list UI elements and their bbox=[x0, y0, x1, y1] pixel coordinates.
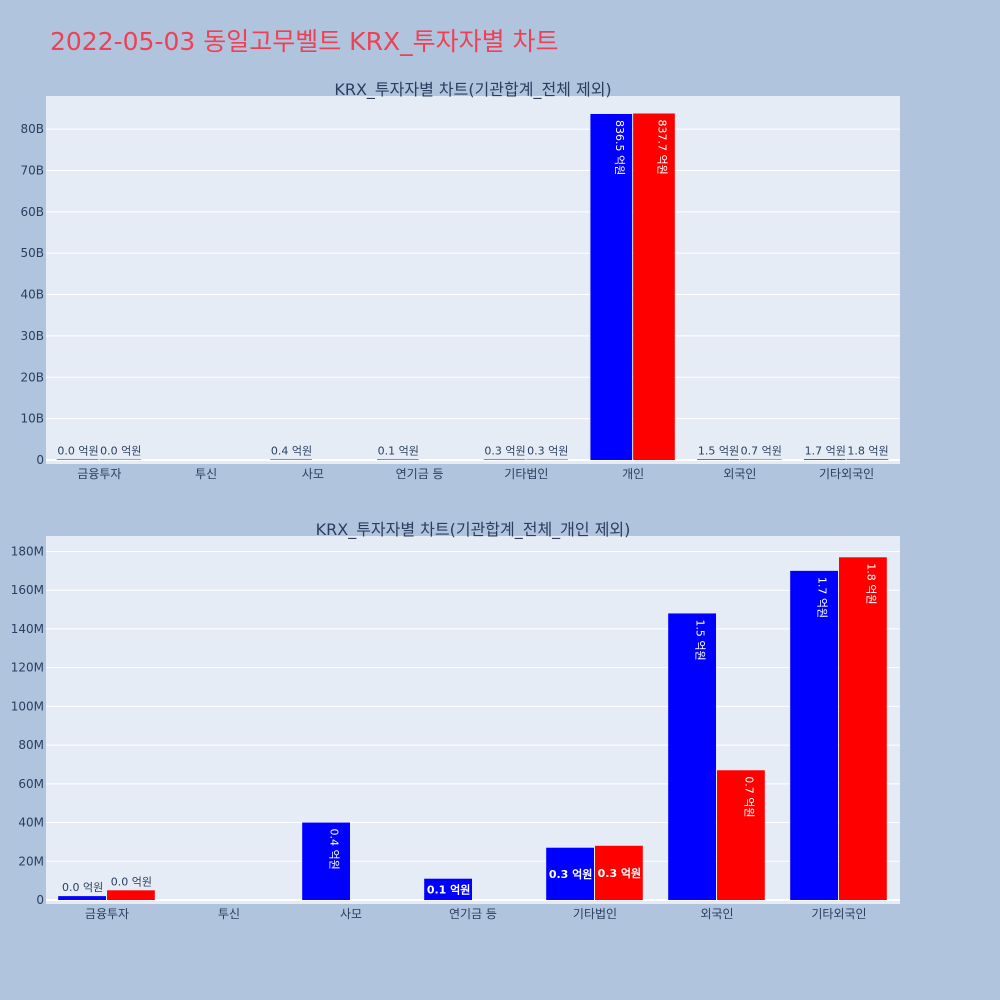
y-tick-label: 140M bbox=[11, 622, 44, 636]
x-tick-label: 기타법인 bbox=[573, 907, 617, 921]
x-tick-label: 투신 bbox=[218, 907, 240, 921]
y-tick-label: 30B bbox=[20, 329, 44, 343]
bar-label: 0.4 억원 bbox=[328, 829, 341, 870]
x-tick-label: 기타외국인 bbox=[819, 467, 874, 481]
y-tick-label: 20M bbox=[18, 854, 44, 868]
bar-label: 0.3 억원 bbox=[549, 867, 593, 881]
x-tick-label: 외국인 bbox=[723, 467, 756, 481]
bar-label: 0.0 억원 bbox=[57, 445, 98, 458]
x-tick-label: 투신 bbox=[195, 467, 217, 481]
x-tick-label: 금융투자 bbox=[77, 467, 121, 481]
bar bbox=[107, 890, 155, 900]
bar-label: 0.4 억원 bbox=[271, 445, 312, 458]
bar bbox=[803, 459, 846, 460]
bar bbox=[99, 459, 142, 460]
bar bbox=[526, 459, 569, 460]
bar-label: 1.5 억원 bbox=[694, 619, 707, 660]
bar-label: 0.1 억원 bbox=[378, 445, 419, 458]
x-tick-label: 금융투자 bbox=[85, 907, 129, 921]
bar-label: 0.7 억원 bbox=[742, 776, 755, 817]
plot-area bbox=[46, 536, 900, 904]
y-tick-label: 180M bbox=[11, 544, 44, 558]
bar bbox=[846, 459, 889, 460]
x-tick-label: 외국인 bbox=[700, 907, 733, 921]
x-tick-label: 사모 bbox=[340, 907, 362, 921]
bar-label: 1.8 억원 bbox=[864, 563, 877, 604]
x-tick-label: 개인 bbox=[622, 467, 644, 481]
y-tick-label: 60B bbox=[20, 205, 44, 219]
chart-bottom: KRX_투자자별 차트(기관합계_전체_개인 제외) 0 20M 40M 60M 80M… bbox=[11, 520, 900, 921]
y-tick-label: 0 bbox=[36, 453, 44, 467]
bar bbox=[483, 459, 526, 460]
y-tick-label: 20B bbox=[20, 370, 44, 384]
bar-label: 1.8 억원 bbox=[847, 444, 888, 457]
bar bbox=[424, 878, 472, 900]
y-tick-label: 160M bbox=[11, 583, 44, 597]
bar bbox=[56, 459, 99, 460]
y-tick-label: 10B bbox=[20, 412, 44, 426]
bar bbox=[590, 113, 633, 461]
bar bbox=[270, 459, 312, 460]
bar-label: 0.0 억원 bbox=[100, 445, 141, 458]
bar bbox=[376, 459, 419, 460]
x-tick-label: 기타법인 bbox=[504, 467, 548, 481]
bar bbox=[790, 570, 838, 900]
chart-top-title: KRX_투자자별 차트(기관합계_전체 제외) bbox=[334, 80, 611, 100]
bar bbox=[595, 845, 643, 900]
x-tick-label: 연기금 등 bbox=[449, 907, 497, 921]
bar-label: 0.3 억원 bbox=[484, 445, 525, 458]
bar-label: 1.7 억원 bbox=[805, 444, 846, 457]
page-title: 2022-05-03 동일고무벨트 KRX_투자자별 차트 bbox=[50, 27, 559, 56]
y-tick-label: 80B bbox=[20, 122, 44, 136]
y-tick-label: 120M bbox=[11, 661, 44, 675]
x-tick-label: 사모 bbox=[302, 467, 324, 481]
bar-label: 0.1 억원 bbox=[427, 882, 471, 896]
y-tick-label: 0 bbox=[36, 893, 44, 907]
bar bbox=[739, 459, 782, 460]
y-tick-label: 60M bbox=[18, 777, 44, 791]
y-tick-label: 40M bbox=[18, 816, 44, 830]
bar-label: 1.7 억원 bbox=[816, 577, 829, 618]
bar bbox=[302, 822, 350, 900]
y-tick-label: 40B bbox=[20, 288, 44, 302]
bar-label: 837.7 억원 bbox=[655, 119, 668, 174]
bar-label: 0.3 억원 bbox=[598, 866, 642, 880]
bar-label: 0.0 억원 bbox=[111, 875, 152, 888]
y-tick-label: 100M bbox=[11, 699, 44, 713]
bar bbox=[668, 613, 716, 900]
bar-label: 0.7 억원 bbox=[741, 445, 782, 458]
bar bbox=[546, 847, 594, 900]
bar-label: 0.3 억원 bbox=[527, 445, 568, 458]
bar bbox=[697, 459, 739, 460]
chart-top: KRX_투자자별 차트(기관합계_전체 제외) 0 10B 20B 30B 40B 50B… bbox=[20, 80, 900, 481]
y-tick-label: 80M bbox=[18, 738, 44, 752]
y-tick-label: 70B bbox=[20, 163, 44, 177]
x-tick-label: 연기금 등 bbox=[396, 467, 444, 481]
bar bbox=[633, 113, 675, 460]
bar-label: 1.5 억원 bbox=[698, 444, 739, 457]
plot-area bbox=[46, 96, 900, 464]
bar bbox=[839, 557, 887, 900]
bar bbox=[717, 770, 765, 900]
x-tick-label: 기타외국인 bbox=[811, 907, 866, 921]
chart-bottom-title: KRX_투자자별 차트(기관합계_전체_개인 제외) bbox=[316, 520, 631, 540]
bar-label: 836.5 억원 bbox=[613, 120, 626, 175]
bar-label: 0.0 억원 bbox=[62, 881, 103, 894]
bar bbox=[58, 896, 106, 900]
y-tick-label: 50B bbox=[20, 246, 44, 260]
